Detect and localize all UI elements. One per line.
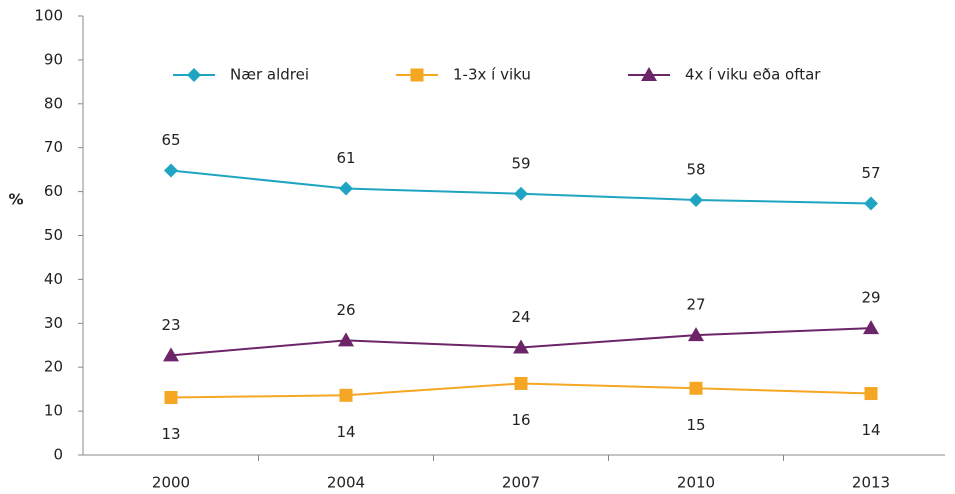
data-label: 27	[686, 296, 705, 314]
x-tick-label: 2004	[327, 474, 365, 492]
y-tick-label: 80	[44, 94, 63, 112]
legend-marker	[410, 68, 424, 82]
point	[164, 163, 178, 178]
data-label: 61	[336, 149, 355, 167]
point	[863, 320, 879, 335]
y-axis-label: %	[8, 191, 23, 209]
y-tick-label: 30	[44, 314, 63, 332]
point	[514, 376, 528, 390]
x-tick-label: 2007	[502, 474, 540, 492]
data-label: 15	[686, 416, 705, 434]
data-label: 16	[511, 411, 530, 429]
point	[513, 339, 529, 354]
legend-marker	[187, 68, 201, 82]
data-label: 24	[511, 308, 530, 326]
point	[864, 387, 878, 401]
point	[689, 192, 703, 207]
legend-label: 4x í viku eða oftar	[685, 66, 821, 84]
y-tick-label: 90	[44, 50, 63, 68]
point	[864, 196, 878, 211]
point	[689, 381, 703, 395]
y-tick-label: 20	[44, 358, 63, 376]
x-tick-label: 2010	[677, 474, 715, 492]
y-tick-label: 60	[44, 182, 63, 200]
data-label: 65	[161, 131, 180, 149]
x-tick-label: 2000	[152, 474, 190, 492]
point	[338, 332, 354, 347]
y-tick-label: 0	[53, 446, 63, 464]
data-label: 14	[336, 423, 355, 441]
point	[514, 186, 528, 201]
data-label: 58	[686, 160, 705, 178]
data-label: 57	[861, 164, 880, 182]
data-label: 14	[861, 421, 880, 439]
y-tick-label: 40	[44, 270, 63, 288]
data-label: 23	[161, 316, 180, 334]
point	[688, 327, 704, 342]
point	[163, 347, 179, 362]
y-tick-label: 70	[44, 138, 63, 156]
legend-label: 1-3x í viku	[453, 66, 531, 84]
y-tick-label: 10	[44, 402, 63, 420]
x-tick-label: 2013	[852, 474, 890, 492]
point	[164, 390, 178, 404]
point	[339, 388, 353, 402]
y-tick-label: 50	[44, 226, 63, 244]
y-tick-label: 100	[34, 7, 63, 25]
legend-label: Nær aldrei	[230, 66, 309, 84]
data-label: 59	[511, 154, 530, 172]
data-label: 13	[161, 425, 180, 443]
data-label: 29	[861, 289, 880, 307]
point	[339, 181, 353, 196]
data-label: 26	[336, 301, 355, 319]
legend-marker	[641, 67, 657, 81]
